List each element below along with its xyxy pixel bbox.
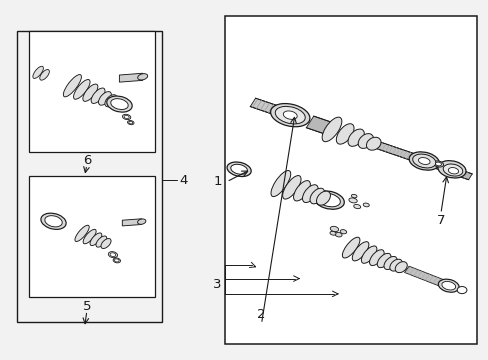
- Ellipse shape: [283, 111, 297, 120]
- Ellipse shape: [230, 164, 247, 174]
- Ellipse shape: [138, 74, 147, 80]
- Text: 1: 1: [213, 175, 221, 188]
- Ellipse shape: [91, 88, 105, 103]
- Ellipse shape: [82, 84, 98, 102]
- Ellipse shape: [282, 176, 301, 199]
- Ellipse shape: [302, 185, 318, 203]
- Ellipse shape: [106, 96, 132, 112]
- Ellipse shape: [329, 226, 338, 231]
- Ellipse shape: [96, 236, 106, 247]
- Ellipse shape: [101, 239, 111, 248]
- Ellipse shape: [110, 253, 116, 257]
- Ellipse shape: [113, 258, 120, 263]
- Ellipse shape: [394, 262, 407, 273]
- Ellipse shape: [412, 154, 435, 168]
- Ellipse shape: [441, 282, 455, 290]
- Text: 4: 4: [179, 174, 187, 186]
- Ellipse shape: [351, 194, 356, 198]
- Text: 6: 6: [82, 154, 91, 167]
- Ellipse shape: [124, 115, 129, 118]
- Ellipse shape: [351, 242, 368, 261]
- Ellipse shape: [270, 104, 309, 127]
- Ellipse shape: [353, 204, 360, 209]
- Ellipse shape: [358, 134, 373, 148]
- Ellipse shape: [293, 181, 310, 201]
- Text: 3: 3: [213, 279, 221, 292]
- Ellipse shape: [329, 231, 335, 235]
- Ellipse shape: [336, 124, 353, 144]
- Bar: [29, 176, 155, 297]
- Bar: [17, 31, 162, 322]
- Ellipse shape: [437, 161, 465, 178]
- Ellipse shape: [447, 167, 458, 174]
- Ellipse shape: [347, 129, 364, 147]
- Ellipse shape: [434, 162, 441, 166]
- Ellipse shape: [340, 230, 346, 234]
- Ellipse shape: [275, 107, 305, 124]
- Ellipse shape: [348, 198, 357, 203]
- Polygon shape: [435, 163, 471, 180]
- Ellipse shape: [114, 259, 119, 262]
- Text: 2: 2: [257, 307, 265, 320]
- Polygon shape: [122, 219, 142, 226]
- Ellipse shape: [105, 95, 117, 107]
- Ellipse shape: [363, 203, 368, 207]
- Ellipse shape: [75, 225, 89, 242]
- Ellipse shape: [73, 80, 90, 99]
- Ellipse shape: [437, 279, 458, 292]
- Ellipse shape: [432, 161, 443, 167]
- Ellipse shape: [389, 259, 402, 271]
- Ellipse shape: [408, 152, 439, 170]
- Polygon shape: [250, 98, 286, 117]
- Ellipse shape: [366, 137, 380, 150]
- Ellipse shape: [270, 171, 290, 197]
- Ellipse shape: [418, 158, 429, 165]
- Ellipse shape: [316, 191, 330, 205]
- Polygon shape: [119, 73, 142, 82]
- Ellipse shape: [361, 246, 376, 263]
- Ellipse shape: [137, 219, 145, 224]
- Ellipse shape: [369, 250, 384, 266]
- Ellipse shape: [40, 69, 49, 80]
- Ellipse shape: [317, 193, 340, 207]
- Bar: [224, 16, 476, 344]
- Ellipse shape: [127, 121, 134, 125]
- Ellipse shape: [226, 162, 251, 176]
- Ellipse shape: [376, 253, 390, 267]
- Polygon shape: [305, 116, 339, 137]
- Bar: [29, 31, 155, 152]
- Ellipse shape: [322, 117, 341, 142]
- Circle shape: [456, 287, 466, 294]
- Ellipse shape: [41, 213, 66, 229]
- Polygon shape: [404, 266, 445, 287]
- Ellipse shape: [442, 164, 462, 176]
- Ellipse shape: [108, 252, 117, 258]
- Ellipse shape: [33, 66, 43, 78]
- Text: 5: 5: [82, 300, 91, 313]
- Ellipse shape: [110, 99, 128, 109]
- Ellipse shape: [128, 121, 132, 124]
- Ellipse shape: [122, 114, 130, 120]
- Ellipse shape: [83, 229, 96, 244]
- Ellipse shape: [342, 237, 359, 258]
- Ellipse shape: [383, 256, 396, 270]
- Ellipse shape: [334, 232, 342, 237]
- Ellipse shape: [45, 216, 62, 227]
- Ellipse shape: [309, 188, 324, 204]
- Text: 7: 7: [436, 214, 444, 227]
- Ellipse shape: [313, 191, 344, 209]
- Ellipse shape: [98, 91, 111, 105]
- Ellipse shape: [63, 75, 81, 97]
- Polygon shape: [375, 142, 412, 160]
- Ellipse shape: [90, 233, 102, 246]
